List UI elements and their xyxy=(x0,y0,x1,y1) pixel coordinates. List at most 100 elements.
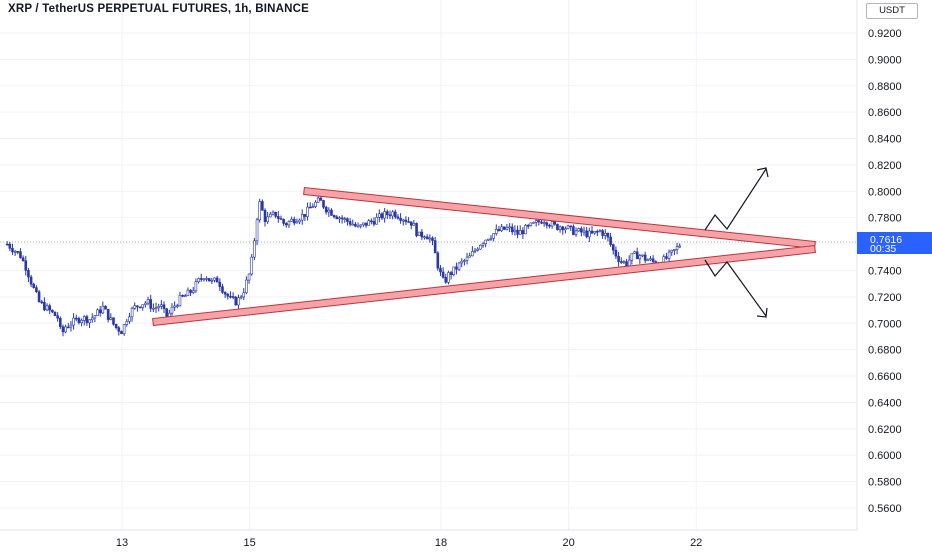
y-tick-label: 0.8000 xyxy=(868,186,902,198)
candle-body xyxy=(98,309,102,314)
candle-body xyxy=(619,261,623,263)
candle-body xyxy=(505,227,509,230)
candle-body xyxy=(447,272,450,283)
candle-body xyxy=(191,290,195,293)
candle-body xyxy=(420,231,424,238)
candle-body xyxy=(412,223,416,226)
candle-body xyxy=(569,225,573,228)
candle-body xyxy=(157,306,160,309)
candle-body xyxy=(564,228,567,231)
candle-body xyxy=(114,323,118,328)
candle-body xyxy=(362,222,365,226)
candle-body xyxy=(80,320,83,323)
candle-body xyxy=(109,317,113,320)
candle-body xyxy=(588,230,591,238)
candle-body xyxy=(223,292,227,295)
candle-body xyxy=(338,217,341,220)
candle-body xyxy=(160,304,163,307)
candle-body xyxy=(330,209,333,216)
candle-body xyxy=(242,292,246,298)
candle-body xyxy=(258,201,262,221)
candle-body xyxy=(510,226,514,233)
candle-body xyxy=(255,219,259,242)
candle-body xyxy=(526,225,530,227)
y-tick-label: 0.5800 xyxy=(868,477,902,489)
candle-body xyxy=(300,214,304,221)
candle-body xyxy=(582,230,586,233)
candles xyxy=(5,194,682,337)
candle-body xyxy=(202,278,206,281)
candle-body xyxy=(641,254,644,257)
candle-body xyxy=(125,321,129,325)
candle-body xyxy=(29,276,33,285)
symbol-title[interactable]: XRP / TetherUS PERPETUAL FUTURES, 1h, BI… xyxy=(8,3,310,15)
candle-body xyxy=(16,251,20,253)
candle-body xyxy=(513,229,517,233)
candle-body xyxy=(67,326,70,329)
candle-body xyxy=(322,200,325,208)
candle-body xyxy=(61,326,65,333)
candle-body xyxy=(537,220,541,223)
price-axis[interactable]: 0.9200 0.9000 0.8800 0.8600 0.8400 0.8200 0.80… xyxy=(856,0,902,530)
candle-body xyxy=(460,260,464,264)
candle-body xyxy=(247,273,251,281)
candle-body xyxy=(154,307,158,310)
candle-body xyxy=(104,305,107,310)
candle-body xyxy=(534,220,538,223)
candle-body xyxy=(175,305,179,308)
candle-body xyxy=(263,209,267,222)
candle-body xyxy=(380,213,384,219)
candle-body xyxy=(120,331,123,335)
y-tick-label: 0.7800 xyxy=(868,213,902,225)
x-tick-label: 13 xyxy=(116,537,128,549)
candle-body xyxy=(423,236,426,239)
currency-badge[interactable]: USDT xyxy=(866,3,918,19)
candle-body xyxy=(21,257,25,262)
candle-body xyxy=(378,213,381,218)
candle-body xyxy=(269,213,272,218)
candle-body xyxy=(492,233,495,239)
candle-body xyxy=(572,226,575,235)
candle-body xyxy=(529,222,533,226)
candle-body xyxy=(186,289,190,296)
candle-body xyxy=(32,283,36,288)
candle-body xyxy=(194,281,198,292)
candle-body xyxy=(428,237,432,240)
candle-body xyxy=(540,221,543,224)
candle-body xyxy=(463,260,466,262)
time-axis[interactable]: 13 15 18 20 22 xyxy=(0,529,857,549)
candle-body xyxy=(144,302,147,306)
breakout-up-projection xyxy=(704,168,767,231)
candle-body xyxy=(37,291,41,303)
candle-body xyxy=(207,278,211,282)
candle-body xyxy=(205,278,208,280)
candle-body xyxy=(643,254,647,261)
y-tick-label: 0.8800 xyxy=(868,81,902,93)
candle-body xyxy=(245,279,248,294)
candle-body xyxy=(646,259,650,262)
candle-body xyxy=(213,277,216,281)
candle-body xyxy=(101,305,105,314)
candle-body xyxy=(88,319,91,324)
candle-body xyxy=(375,217,378,225)
candle-body xyxy=(670,249,674,253)
candle-body xyxy=(609,236,612,245)
candle-body xyxy=(282,219,285,224)
candle-body xyxy=(35,287,38,293)
candle-body xyxy=(239,296,243,299)
candle-body xyxy=(308,206,312,209)
candle-body xyxy=(348,221,352,225)
candle-body xyxy=(271,211,275,215)
candle-body xyxy=(649,258,652,261)
y-tick-label: 0.7400 xyxy=(868,266,902,278)
candle-body xyxy=(72,317,75,326)
candle-body xyxy=(383,211,386,219)
candle-body xyxy=(96,309,99,316)
y-tick-label: 0.6000 xyxy=(868,450,902,462)
candle-body xyxy=(319,197,323,201)
candle-body xyxy=(298,219,301,223)
candle-body xyxy=(457,262,461,270)
candle-body xyxy=(367,220,370,226)
